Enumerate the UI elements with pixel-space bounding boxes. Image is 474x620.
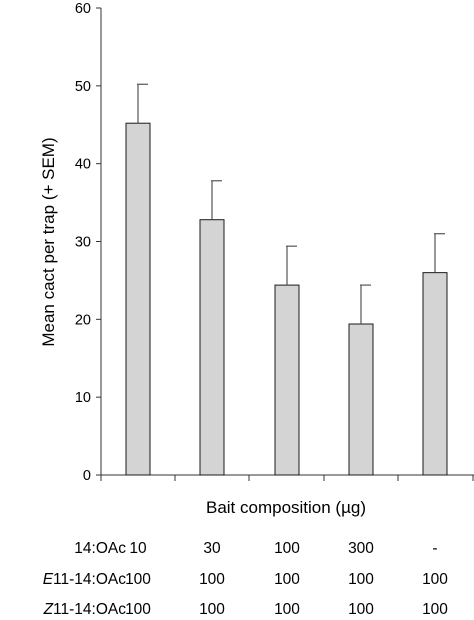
- bar-5: [422, 272, 448, 476]
- composition-cell: 100: [348, 571, 374, 588]
- composition-cell: 30: [203, 540, 221, 557]
- x-axis-title: Bait composition (µg): [206, 498, 366, 517]
- y-tick-label: 60: [75, 1, 91, 17]
- composition-cell: 100: [199, 601, 225, 618]
- y-tick-label: 50: [75, 79, 91, 95]
- composition-cell: -: [432, 540, 437, 557]
- isomer-prefix: Z: [43, 601, 54, 618]
- composition-cell: 100: [422, 571, 448, 588]
- y-tick-label: 20: [75, 312, 91, 328]
- composition-cell: 100: [348, 601, 374, 618]
- compound-name: 11-14:OAc: [53, 571, 126, 588]
- composition-cell: 300: [348, 540, 374, 557]
- composition-cell: 100: [125, 601, 151, 618]
- composition-cell: 100: [125, 571, 151, 588]
- composition-row-label-2: E11-14:OAc: [43, 571, 127, 588]
- composition-cell: 100: [274, 601, 300, 618]
- y-tick-label: 30: [75, 235, 91, 251]
- bar-1: [125, 122, 151, 476]
- y-tick-label: 0: [83, 468, 91, 484]
- composition-cell: 100: [274, 571, 300, 588]
- composition-cell: 100: [199, 571, 225, 588]
- bars: [125, 122, 448, 476]
- x-axis: [100, 474, 474, 481]
- composition-cell: 100: [274, 540, 300, 557]
- y-tick-label: 40: [75, 157, 91, 173]
- compound-name: 11-14:OAc: [53, 601, 126, 618]
- composition-row-label-1: 14:OAc: [74, 540, 126, 557]
- y-axis: 0 10 20 30 40 50 60: [75, 1, 102, 484]
- y-axis-title: Mean cact per trap (+ SEM): [39, 137, 58, 346]
- y-tick-label: 10: [75, 390, 91, 406]
- isomer-prefix: E: [43, 571, 54, 588]
- composition-table: 14:OAc 10 30 100 300 -E11-14:OAc 100 100 100 100 1…: [43, 540, 449, 618]
- composition-row-label-3: Z11-14:OAc: [43, 601, 127, 618]
- composition-cell: 10: [129, 540, 147, 557]
- composition-cell: 100: [422, 601, 448, 618]
- bar-4: [348, 323, 374, 476]
- compound-name: 14:OAc: [74, 540, 126, 557]
- bar-2: [199, 219, 225, 476]
- bar-3: [274, 284, 300, 476]
- error-bars: [137, 83, 445, 325]
